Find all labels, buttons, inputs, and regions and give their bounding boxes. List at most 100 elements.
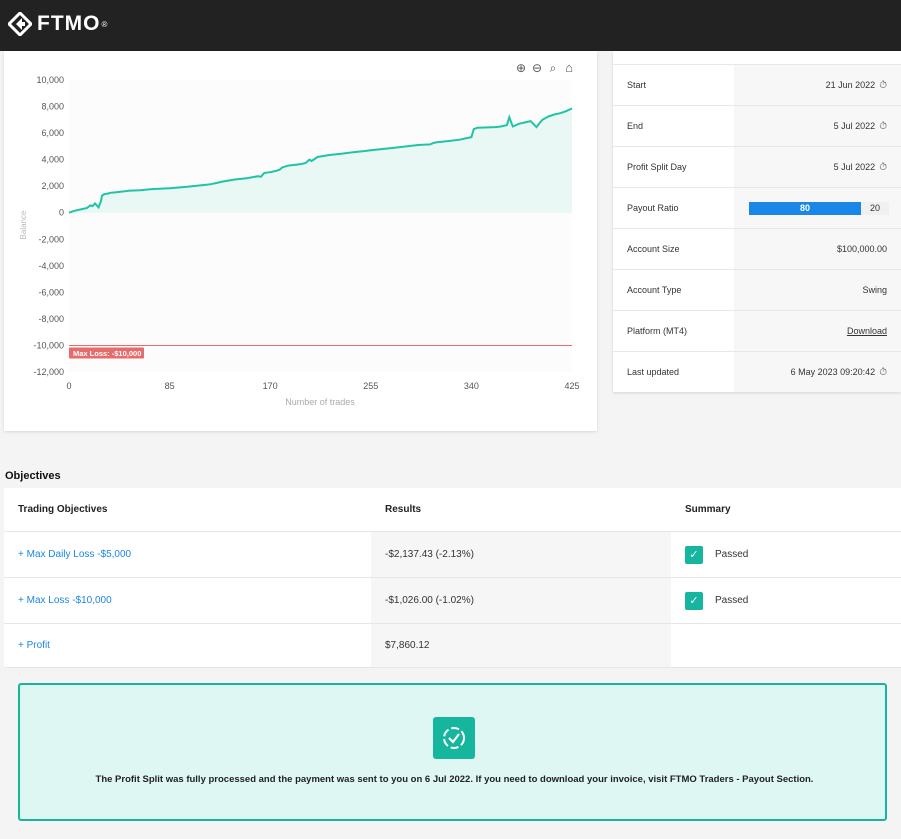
chart-toolbar: ⊕ ⊖ ⌕ ⌂ [515, 60, 575, 76]
notice-message: The Profit Split was fully processed and… [95, 774, 814, 785]
x-axis-label: Number of trades [285, 397, 355, 407]
summary-cell: ✓ Passed [671, 532, 901, 577]
stopwatch-icon: ⏱ [879, 79, 887, 91]
y-axis-label: Balance [19, 210, 28, 239]
y-tick-label: -8,000 [38, 314, 64, 324]
y-tick-label: 2,000 [41, 181, 64, 191]
zoom-in-icon[interactable]: ⊕ [515, 61, 527, 75]
y-tick-label: -12,000 [33, 367, 64, 377]
info-label: Account Size [627, 244, 680, 254]
table-row: + Max Daily Loss -$5,000 -$2,137.43 (-2.… [4, 532, 901, 578]
info-label: End [627, 121, 644, 131]
objective-cell: + Profit [4, 624, 371, 667]
top-bar: FTMO ® [0, 0, 901, 51]
y-tick-label: 0 [59, 208, 64, 218]
info-row-start: Start 21 Jun 2022 ⏱ [613, 64, 901, 105]
info-value: 5 Jul 2022 ⏱ [734, 147, 901, 187]
account-size-value: $100,000.00 [734, 229, 901, 269]
y-tick-label: 8,000 [41, 102, 64, 112]
x-tick-label: 425 [564, 381, 579, 391]
info-row-payout-ratio: Payout Ratio 80 20 [613, 187, 901, 228]
summary-cell [671, 624, 901, 667]
objectives-table: Trading Objectives Results Summary + Max… [4, 488, 901, 668]
x-tick-label: 170 [263, 381, 278, 391]
info-label: Last updated [627, 367, 680, 377]
result-cell: $7,860.12 [371, 624, 671, 667]
ftmo-logo[interactable]: FTMO ® [8, 12, 107, 36]
payout-ratio-bar: 80 20 [749, 201, 889, 215]
account-type-value: Swing [734, 270, 901, 310]
stopwatch-icon: ⏱ [879, 120, 887, 132]
objective-cell: + Max Daily Loss -$5,000 [4, 532, 371, 577]
end-date: 5 Jul 2022 [833, 121, 876, 131]
info-row-profit-split-day: Profit Split Day 5 Jul 2022 ⏱ [613, 146, 901, 187]
start-date: 21 Jun 2022 [825, 80, 876, 90]
info-value: 80 20 [734, 188, 901, 228]
payout-ftmo-share: 20 [861, 201, 889, 215]
stopwatch-icon: ⏱ [879, 366, 887, 378]
zoom-out-icon[interactable]: ⊖ [531, 61, 543, 75]
max-loss-label: Max Loss: -$10,000 [73, 349, 141, 358]
y-axis-ticks: 10,000 8,000 6,000 4,000 2,000 0 -2,000 -4,000 -… [33, 75, 64, 377]
verified-icon [433, 717, 475, 759]
objective-max-daily-loss-link[interactable]: + Max Daily Loss -$5,000 [18, 549, 132, 560]
x-tick-label: 85 [165, 381, 175, 391]
info-row-platform: Platform (MT4) Download [613, 310, 901, 351]
info-label: Start [627, 80, 647, 90]
y-tick-label: -4,000 [38, 261, 64, 271]
y-tick-label: 4,000 [41, 155, 64, 165]
x-tick-label: 255 [363, 381, 378, 391]
objective-max-loss-link[interactable]: + Max Loss -$10,000 [18, 595, 112, 606]
info-row-account-size: Account Size $100,000.00 [613, 228, 901, 269]
profit-split-date: 5 Jul 2022 [833, 162, 876, 172]
info-value: Download [734, 311, 901, 351]
info-label: Platform (MT4) [627, 326, 688, 336]
objectives-heading: Objectives [5, 470, 61, 482]
y-tick-label: -10,000 [33, 340, 64, 350]
y-tick-label: 6,000 [41, 128, 64, 138]
info-value: 5 Jul 2022 ⏱ [734, 106, 901, 146]
info-row-end: End 5 Jul 2022 ⏱ [613, 105, 901, 146]
account-info-card: Start 21 Jun 2022 ⏱ End 5 Jul 2022 ⏱ Profi… [613, 51, 901, 392]
y-tick-label: -6,000 [38, 287, 64, 297]
objective-cell: + Max Loss -$10,000 [4, 578, 371, 623]
info-label: Profit Split Day [627, 162, 687, 172]
max-loss-line: Max Loss: -$10,000 [69, 344, 572, 359]
check-icon: ✓ [685, 545, 703, 564]
plot-area [69, 80, 572, 372]
payout-trader-share: 80 [749, 201, 861, 215]
download-link[interactable]: Download [846, 326, 887, 336]
table-header: Trading Objectives Results Summary [4, 488, 901, 532]
x-tick-label: 340 [464, 381, 479, 391]
y-tick-label: -2,000 [38, 234, 64, 244]
stopwatch-icon: ⏱ [879, 161, 887, 173]
x-tick-label: 0 [66, 381, 71, 391]
column-header: Trading Objectives [4, 488, 371, 531]
home-icon[interactable]: ⌂ [565, 60, 573, 75]
info-row-account-type: Account Type Swing [613, 269, 901, 310]
info-value: 21 Jun 2022 ⏱ [734, 65, 901, 105]
magnify-icon[interactable]: ⌕ [549, 61, 557, 75]
last-updated-value: 6 May 2023 09:20:42 [790, 367, 876, 377]
profit-split-notice: The Profit Split was fully processed and… [18, 683, 887, 821]
y-tick-label: 10,000 [36, 75, 64, 85]
balance-chart: 10,000 8,000 6,000 4,000 2,000 0 -2,000 -4,000 -… [19, 75, 580, 407]
ftmo-logo-icon [8, 12, 32, 36]
check-icon: ✓ [685, 591, 703, 610]
objective-profit-link[interactable]: + Profit [18, 640, 50, 651]
column-header: Results [371, 488, 671, 531]
max-loss-badge [69, 347, 144, 359]
column-header: Summary [671, 488, 901, 531]
info-label: Payout Ratio [627, 203, 679, 213]
info-row-last-updated: Last updated 6 May 2023 09:20:42 ⏱ [613, 351, 901, 392]
table-row: + Max Loss -$10,000 -$1,026.00 (-1.02%) … [4, 578, 901, 624]
brand-name: FTMO [37, 12, 101, 35]
info-label: Account Type [627, 285, 682, 295]
result-cell: -$1,026.00 (-1.02%) [371, 578, 671, 623]
summary-status: Passed [715, 595, 749, 606]
x-axis-ticks: 0 85 170 255 340 425 [66, 381, 579, 391]
summary-status: Passed [715, 549, 749, 560]
balance-series-line [68, 107, 573, 214]
brand-reg: ® [101, 19, 108, 29]
summary-cell: ✓ Passed [671, 578, 901, 623]
